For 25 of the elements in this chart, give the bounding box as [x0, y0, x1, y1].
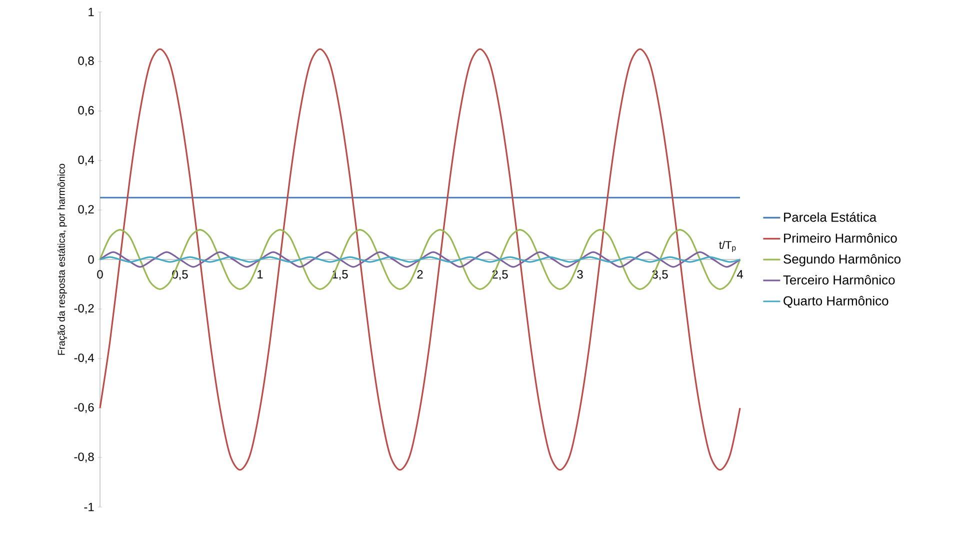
line-series — [99, 48, 741, 471]
line-series — [99, 228, 741, 290]
x-tick-label: 2 — [417, 270, 423, 278]
legend-label: Segundo Harmônico — [784, 254, 900, 266]
y-tick-label: -0,4 — [74, 354, 94, 364]
y-tick-label: -0,8 — [74, 452, 94, 462]
x-tick-label: 1 — [258, 270, 263, 278]
y-tick-label: 0,2 — [78, 205, 94, 215]
x-tick-label: 3 — [577, 270, 583, 279]
y-tick-label: 0,6 — [78, 106, 94, 116]
legend-label: Terceiro Harmônico — [783, 274, 895, 285]
legend-label: Parcela Estática — [784, 212, 877, 222]
legend-label: Quarto Harmônico — [784, 296, 888, 308]
y-axis-title: Fração da resposta estática, por harmônico — [57, 164, 67, 355]
y-tick-label: -0,6 — [74, 403, 94, 413]
x-tick-label: 0 — [97, 270, 103, 279]
y-tick-label: 0,4 — [78, 156, 94, 166]
y-tick-label: 0,8 — [78, 56, 94, 66]
y-tick-label: -0,2 — [74, 304, 94, 314]
x-axis-title: t/T$_{p}$ — [719, 240, 736, 252]
y-tick-label: -1 — [84, 502, 94, 512]
y-tick-label: 0 — [88, 255, 94, 264]
y-tick-label: 1 — [88, 8, 94, 16]
legend-label: Primeiro Harmônico — [784, 233, 897, 243]
x-tick-label: 4 — [736, 270, 743, 278]
